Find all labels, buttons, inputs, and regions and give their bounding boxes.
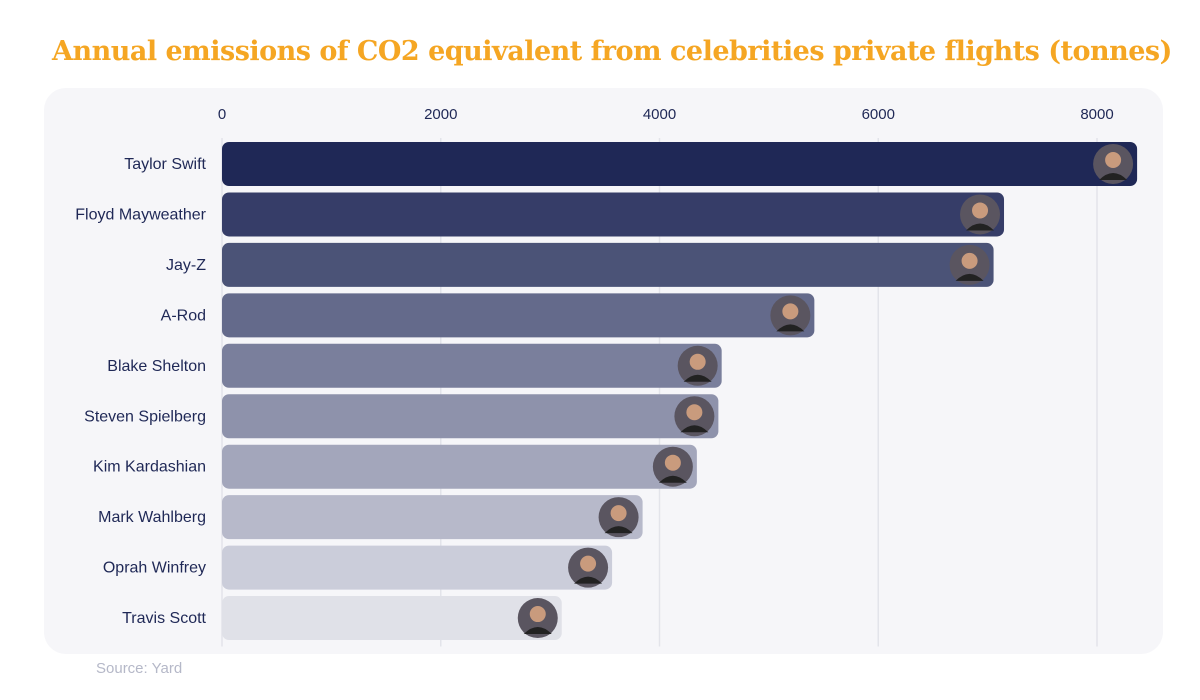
category-label: Travis Scott bbox=[122, 610, 206, 627]
celebrity-photo-icon bbox=[949, 244, 990, 285]
x-tick-label: 0 bbox=[218, 106, 226, 123]
avatar-body bbox=[955, 273, 984, 281]
avatar-body bbox=[523, 627, 552, 635]
bar bbox=[222, 394, 719, 439]
bar bbox=[222, 242, 994, 287]
celebrity-photo-icon bbox=[960, 194, 1001, 235]
avatar-face bbox=[689, 353, 706, 370]
avatar-body bbox=[776, 324, 805, 332]
category-label: Oprah Winfrey bbox=[103, 560, 206, 577]
celebrity-photo-icon bbox=[652, 446, 693, 487]
chart-title: Annual emissions of CO2 equivalent from … bbox=[52, 36, 1172, 67]
bar bbox=[222, 142, 1138, 186]
bar-chart: 0 2000 4000 6000 8000 Taylor Swift Floyd Maywe… bbox=[75, 106, 1138, 647]
category-label: Steven Spielberg bbox=[84, 408, 206, 425]
category-label: A-Rod bbox=[161, 307, 206, 324]
category-label: Mark Wahlberg bbox=[98, 509, 206, 526]
chart-panel: 0 2000 4000 6000 8000 Taylor Swift Floyd Maywe… bbox=[44, 88, 1163, 654]
x-tick-label: 6000 bbox=[862, 106, 895, 123]
bar bbox=[222, 343, 722, 388]
avatar-body bbox=[658, 475, 687, 483]
category-label: Jay-Z bbox=[166, 257, 206, 274]
category-label: Taylor Swift bbox=[124, 156, 206, 173]
avatar-body bbox=[604, 526, 633, 534]
bar bbox=[222, 495, 643, 540]
avatar-body bbox=[574, 576, 603, 584]
x-tick-label: 4000 bbox=[643, 106, 676, 123]
avatar-face bbox=[972, 202, 989, 219]
avatar-face bbox=[664, 454, 681, 471]
category-label: Kim Kardashian bbox=[93, 459, 206, 476]
x-tick-label: 8000 bbox=[1080, 106, 1113, 123]
avatar-face bbox=[961, 252, 978, 269]
celebrity-photo-icon bbox=[598, 497, 639, 538]
bar bbox=[222, 293, 815, 338]
avatar-body bbox=[680, 425, 709, 433]
category-label: Floyd Mayweather bbox=[75, 206, 206, 223]
x-tick-label: 2000 bbox=[424, 106, 457, 123]
avatar-face bbox=[1105, 152, 1122, 168]
avatar-face bbox=[529, 606, 546, 623]
category-label: Blake Shelton bbox=[107, 358, 206, 375]
bar bbox=[222, 444, 697, 489]
celebrity-photo-icon bbox=[677, 345, 718, 386]
source-note: Source: Yard bbox=[96, 660, 183, 677]
avatar-body bbox=[683, 374, 712, 382]
avatar-face bbox=[610, 505, 627, 522]
celebrity-photo-icon bbox=[674, 396, 715, 437]
bar bbox=[222, 192, 1005, 237]
avatar-face bbox=[782, 303, 799, 320]
avatar-body bbox=[966, 223, 995, 231]
celebrity-photo-icon bbox=[770, 295, 811, 336]
celebrity-photo-icon bbox=[568, 547, 609, 588]
avatar-face bbox=[580, 555, 597, 572]
celebrity-photo-icon bbox=[517, 598, 558, 639]
avatar-face bbox=[686, 404, 703, 421]
bar bbox=[222, 596, 562, 641]
avatar-body bbox=[1099, 173, 1128, 180]
celebrity-photo-icon bbox=[1093, 144, 1134, 184]
bar bbox=[222, 545, 613, 590]
